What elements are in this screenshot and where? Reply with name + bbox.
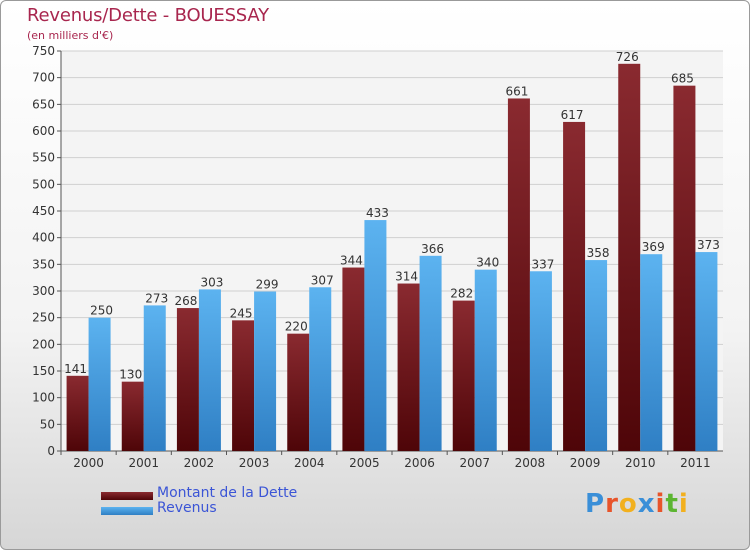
data-label-revenue-2007: 340: [476, 256, 499, 270]
data-label-debt-2004: 220: [285, 320, 308, 334]
bar-revenue-2000: [88, 317, 111, 451]
y-tick-label: 0: [47, 444, 55, 458]
logo-letter: r: [605, 489, 619, 519]
bar-debt-2001: [121, 381, 144, 451]
logo-letter: i: [655, 489, 666, 519]
bar-revenue-2001: [143, 305, 166, 451]
data-label-debt-2009: 617: [561, 108, 584, 122]
chart-subtitle: (en milliers d'€): [27, 29, 114, 42]
data-label-debt-2000: 141: [64, 362, 87, 376]
legend-label-revenue: Revenus: [157, 500, 217, 516]
y-tick-label: 350: [32, 257, 55, 271]
data-label-debt-2005: 344: [340, 254, 363, 268]
y-tick-label: 650: [32, 97, 55, 111]
data-label-revenue-2009: 358: [587, 246, 610, 260]
bar-debt-2007: [452, 300, 475, 451]
x-tick-label-2003: 2003: [239, 456, 270, 470]
y-tick-label: 300: [32, 284, 55, 298]
data-label-debt-2006: 314: [395, 270, 418, 284]
legend-label-debt: Montant de la Dette: [157, 485, 298, 501]
bar-debt-2005: [342, 267, 365, 451]
data-label-debt-2007: 282: [450, 287, 473, 301]
logo-letter: o: [618, 489, 638, 519]
data-label-revenue-2008: 337: [531, 257, 554, 271]
y-tick-label: 100: [32, 391, 55, 405]
x-tick-label-2002: 2002: [184, 456, 215, 470]
data-label-revenue-2005: 433: [366, 206, 389, 220]
bar-debt-2010: [618, 63, 641, 452]
y-tick-label: 700: [32, 71, 55, 85]
data-label-debt-2002: 268: [174, 294, 197, 308]
y-tick-label: 500: [32, 177, 55, 191]
bar-revenue-2006: [419, 255, 442, 451]
x-tick-label-2010: 2010: [625, 456, 656, 470]
y-tick-label: 750: [32, 44, 55, 58]
bar-revenue-2005: [364, 220, 387, 451]
legend-swatch-revenue: [101, 507, 153, 515]
x-tick-label-2001: 2001: [128, 456, 159, 470]
x-tick-label-2008: 2008: [515, 456, 546, 470]
y-tick-label: 150: [32, 364, 55, 378]
x-tick-label-2007: 2007: [459, 456, 490, 470]
legend-swatch-debt: [101, 492, 153, 500]
proxiti-logo: Proxiti: [585, 489, 689, 519]
bar-debt-2004: [287, 333, 310, 451]
bar-revenue-2004: [309, 287, 332, 451]
x-tick-label-2011: 2011: [680, 456, 711, 470]
bar-debt-2006: [397, 283, 420, 451]
bar-revenue-2011: [695, 252, 718, 451]
data-label-revenue-2003: 299: [256, 278, 279, 292]
bar-revenue-2007: [474, 269, 497, 451]
bar-debt-2000: [66, 375, 89, 451]
data-label-revenue-2006: 366: [421, 242, 444, 256]
y-tick-label: 400: [32, 231, 55, 245]
y-tick-label: 50: [40, 417, 55, 431]
plot-area: [61, 51, 723, 451]
bar-debt-2011: [673, 85, 696, 452]
data-label-revenue-2002: 303: [200, 275, 223, 289]
logo-letter: P: [585, 489, 606, 519]
y-tick-label: 450: [32, 204, 55, 218]
bar-debt-2009: [563, 121, 586, 451]
bar-revenue-2010: [640, 254, 663, 451]
data-label-revenue-2004: 307: [311, 273, 334, 287]
data-label-debt-2010: 726: [616, 50, 639, 64]
logo-letter: x: [637, 489, 656, 519]
y-tick-label: 200: [32, 337, 55, 351]
x-tick-label-2005: 2005: [349, 456, 380, 470]
x-tick-label-2009: 2009: [570, 456, 601, 470]
x-tick-label-2004: 2004: [294, 456, 325, 470]
data-label-debt-2011: 685: [671, 72, 694, 86]
bar-debt-2003: [232, 320, 255, 451]
data-label-debt-2001: 130: [119, 368, 142, 382]
data-label-revenue-2001: 273: [145, 291, 168, 305]
data-label-revenue-2011: 373: [697, 238, 720, 252]
bar-debt-2008: [507, 98, 530, 451]
bar-revenue-2003: [254, 291, 277, 451]
logo-letter: t: [665, 489, 679, 519]
y-tick-label: 250: [32, 311, 55, 325]
logo-letter: i: [678, 489, 689, 519]
y-tick-label: 550: [32, 151, 55, 165]
data-label-debt-2008: 661: [505, 84, 528, 98]
bar-revenue-2002: [198, 289, 221, 451]
x-tick-label-2006: 2006: [404, 456, 435, 470]
data-label-revenue-2000: 250: [90, 304, 113, 318]
data-label-debt-2003: 245: [230, 306, 253, 320]
bar-revenue-2008: [529, 271, 552, 451]
y-tick-label: 600: [32, 124, 55, 138]
data-label-revenue-2010: 369: [642, 240, 665, 254]
x-tick-label-2000: 2000: [73, 456, 104, 470]
chart-title: Revenus/Dette - BOUESSAY: [27, 5, 269, 26]
bar-revenue-2009: [585, 260, 608, 451]
bar-debt-2002: [176, 308, 199, 451]
